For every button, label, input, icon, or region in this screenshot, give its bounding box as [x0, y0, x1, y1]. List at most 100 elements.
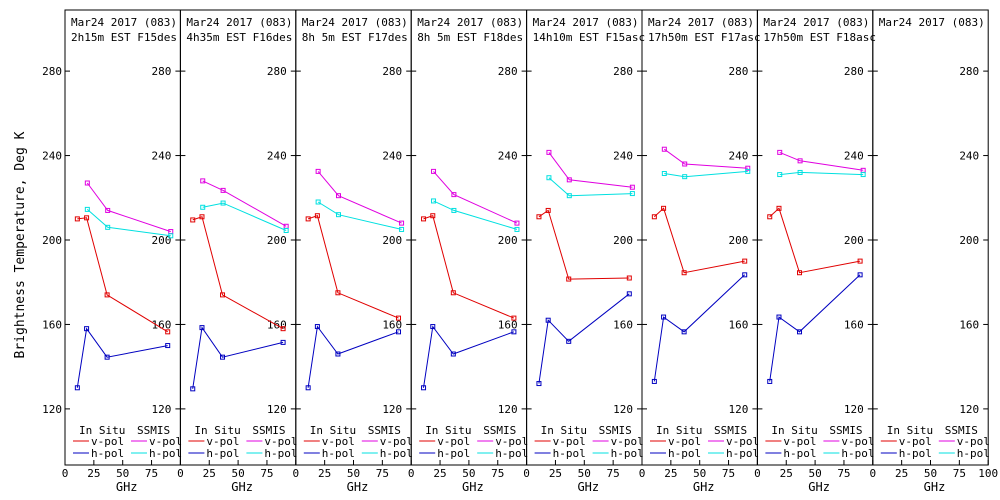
ssmis-vpol-point: [682, 161, 688, 167]
x-tick-label: 50: [347, 467, 360, 480]
x-tick-label: 75: [722, 467, 735, 480]
insitu-vpol-point: [626, 275, 632, 281]
ssmis-vpol-point: [661, 146, 667, 152]
x-tick-label: 75: [953, 467, 966, 480]
ssmis-vpol-line: [779, 151, 864, 171]
legend-ssmis-hpol-label: h-pol: [726, 447, 759, 460]
ssmis-vpol-line: [317, 171, 402, 224]
legend-insitu-title: In Situ: [656, 424, 702, 437]
y-tick-label: 280: [959, 65, 979, 78]
y-tick-label-outer: 160: [42, 318, 62, 331]
panel-7: Mar24 2017 (083) 17h50m EST F18asc 120 160 2…: [754, 9, 876, 494]
ssmis-hpol-point: [220, 200, 226, 206]
insitu-vpol-point: [767, 214, 773, 220]
panel-title-date: Mar24 2017 (083): [879, 16, 985, 29]
y-tick-label: 120: [613, 403, 633, 416]
y-tick-label: 120: [498, 403, 518, 416]
panel-title-time: 8h 5m EST F17des: [302, 31, 408, 44]
ssmis-vpol-line: [664, 148, 748, 169]
insitu-hpol-line: [423, 325, 515, 388]
x-axis-label: GHz: [808, 480, 830, 494]
y-tick-label: 280: [613, 65, 633, 78]
panel-title-time: 8h 5m EST F18des: [417, 31, 523, 44]
insitu-hpol-point: [280, 339, 286, 345]
panel-title-time: 2h15m EST F15des: [71, 31, 177, 44]
ssmis-vpol-point: [745, 165, 751, 171]
panel-2: Mar24 2017 (083)4h35m EST F16des12016020…: [177, 9, 298, 494]
insitu-vpol-point: [421, 216, 427, 222]
ssmis-vpol-point: [797, 158, 803, 164]
x-axis-label: GHz: [693, 480, 715, 494]
insitu-hpol-point: [430, 324, 436, 330]
x-tick-label: 50: [578, 467, 591, 480]
insitu-vpol-line: [77, 217, 168, 333]
legend-insitu-hpol-label: h-pol: [783, 447, 816, 460]
x-tick-label: 25: [433, 467, 446, 480]
legend-insitu-hpol-label: h-pol: [437, 447, 470, 460]
y-tick-label: 240: [844, 150, 864, 163]
panel-title-date: Mar24 2017 (083): [417, 16, 523, 29]
ssmis-hpol-point: [797, 169, 803, 175]
ssmis-vpol-point: [335, 193, 341, 199]
insitu-vpol-line: [538, 209, 630, 280]
insitu-hpol-point: [566, 338, 572, 344]
ssmis-hpol-line: [86, 209, 171, 237]
x-tick-label: 50: [231, 467, 244, 480]
legend-ssmis-vpol-label: v-pol: [841, 435, 874, 448]
insitu-hpol-point: [165, 343, 171, 349]
legend-insitu-hpol-label: h-pol: [668, 447, 701, 460]
legend-ssmis-title: SSMIS: [714, 424, 747, 437]
insitu-vpol-point: [545, 207, 551, 213]
insitu-hpol-point: [190, 386, 196, 392]
insitu-hpol-point: [84, 326, 90, 332]
insitu-vpol-point: [199, 214, 205, 220]
insitu-hpol-point: [104, 354, 110, 360]
y-tick-label: 240: [267, 150, 287, 163]
ssmis-vpol-line: [433, 171, 518, 224]
x-tick-label: 100: [978, 467, 998, 480]
panel-title-date: Mar24 2017 (083): [71, 16, 177, 29]
ssmis-vpol-point: [431, 168, 437, 174]
y-tick-label: 240: [729, 150, 749, 163]
x-axis-label: GHz: [347, 480, 369, 494]
y-tick-label: 120: [959, 403, 979, 416]
insitu-hpol-point: [776, 314, 782, 320]
y-tick-label: 280: [729, 65, 749, 78]
y-tick-label: 280: [152, 65, 172, 78]
x-tick-label: 75: [376, 467, 389, 480]
legend-insitu-vpol-label: v-pol: [91, 435, 124, 448]
ssmis-hpol-point: [431, 198, 437, 204]
insitu-vpol-line: [307, 215, 399, 319]
insitu-vpol-point: [651, 214, 657, 220]
insitu-vpol-point: [797, 270, 803, 276]
insitu-hpol-point: [335, 351, 341, 357]
y-tick-label: 120: [382, 403, 402, 416]
ssmis-vpol-point: [84, 180, 90, 186]
insitu-hpol-point: [220, 354, 226, 360]
insitu-vpol-point: [190, 217, 196, 223]
x-tick-label: 0: [177, 467, 184, 480]
ssmis-vpol-line: [548, 152, 633, 188]
y-tick-label: 200: [844, 234, 864, 247]
y-tick-label: 120: [152, 403, 172, 416]
y-tick-label-outer: 280: [42, 65, 62, 78]
insitu-vpol-point: [305, 216, 311, 222]
insitu-hpol-point: [199, 325, 205, 331]
y-tick-label: 280: [382, 65, 402, 78]
ssmis-hpol-point: [629, 191, 635, 197]
ssmis-vpol-point: [514, 220, 520, 226]
insitu-vpol-point: [430, 213, 436, 219]
panel-title-date: Mar24 2017 (083): [763, 16, 869, 29]
legend-ssmis-vpol-label: v-pol: [726, 435, 759, 448]
insitu-vpol-point: [280, 326, 286, 332]
ssmis-vpol-point: [200, 178, 206, 184]
insitu-hpol-line: [76, 327, 168, 388]
x-tick-label: 25: [549, 467, 562, 480]
y-tick-label: 280: [844, 65, 864, 78]
insitu-hpol-line: [307, 325, 399, 388]
ssmis-hpol-point: [84, 206, 90, 212]
x-tick-label: 50: [924, 467, 937, 480]
legend-ssmis-vpol-label: v-pol: [149, 435, 182, 448]
legend-ssmis-title: SSMIS: [483, 424, 516, 437]
ssmis-vpol-point: [546, 149, 552, 155]
